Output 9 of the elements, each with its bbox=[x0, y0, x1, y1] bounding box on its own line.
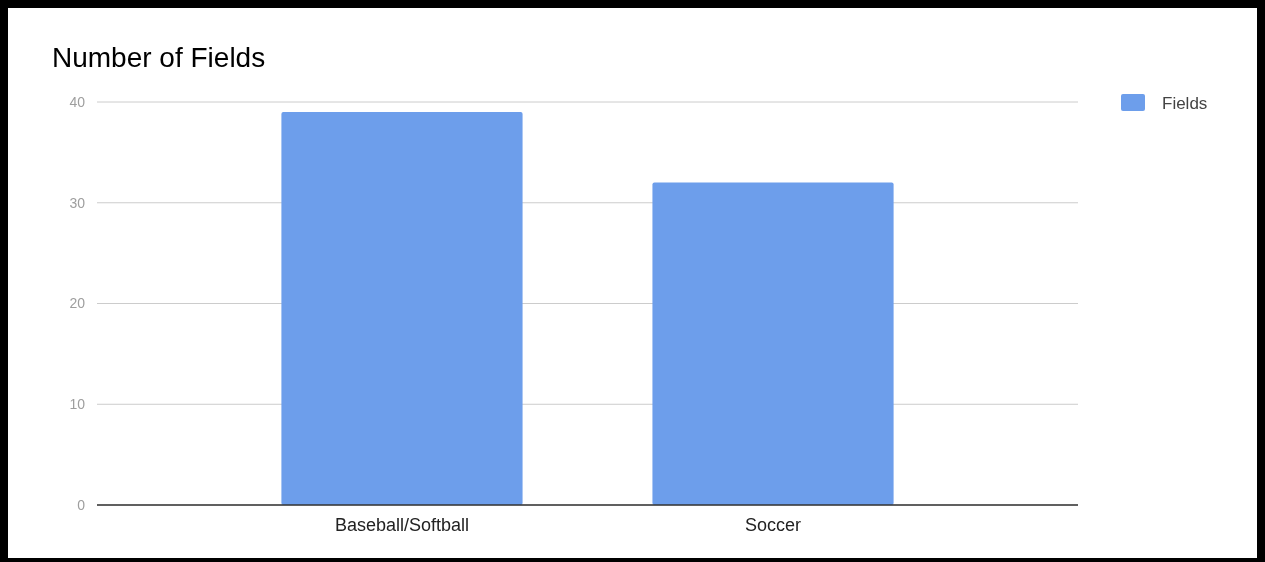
y-tick-label: 40 bbox=[69, 93, 86, 110]
x-tick-label: Baseball/Softball bbox=[334, 515, 470, 535]
y-tick-label: 30 bbox=[69, 194, 86, 211]
legend-label: Fields bbox=[1162, 93, 1208, 113]
chart-title: Number of Fields bbox=[52, 42, 266, 73]
y-tick-label: 10 bbox=[69, 396, 86, 413]
x-tick-label: Soccer bbox=[745, 515, 802, 535]
y-tick-label: 20 bbox=[69, 295, 86, 312]
y-tick-label: 0 bbox=[77, 496, 86, 513]
